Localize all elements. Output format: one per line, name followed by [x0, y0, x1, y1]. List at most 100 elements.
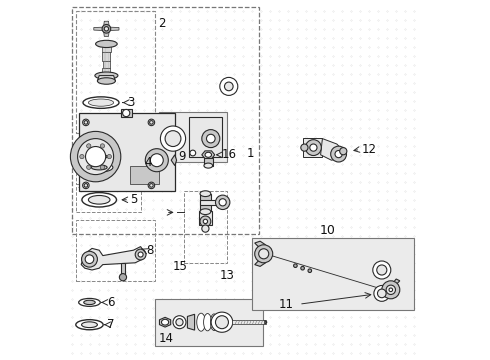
- Circle shape: [83, 182, 89, 189]
- Ellipse shape: [86, 152, 113, 161]
- Bar: [199, 211, 212, 225]
- Circle shape: [120, 274, 126, 281]
- Circle shape: [100, 144, 104, 148]
- Circle shape: [259, 249, 269, 259]
- Circle shape: [77, 139, 114, 175]
- Polygon shape: [103, 21, 109, 27]
- Circle shape: [206, 134, 215, 143]
- Ellipse shape: [88, 195, 110, 204]
- Polygon shape: [202, 151, 215, 159]
- Circle shape: [203, 219, 208, 224]
- Circle shape: [122, 109, 130, 117]
- Circle shape: [87, 165, 91, 170]
- Text: 16: 16: [222, 148, 237, 161]
- Ellipse shape: [176, 319, 183, 326]
- Polygon shape: [187, 314, 195, 330]
- Text: 11: 11: [278, 298, 293, 311]
- Ellipse shape: [160, 126, 186, 151]
- Text: 9: 9: [178, 150, 186, 163]
- Ellipse shape: [91, 154, 107, 159]
- Ellipse shape: [210, 314, 218, 330]
- Ellipse shape: [216, 316, 228, 329]
- Ellipse shape: [220, 77, 238, 95]
- Bar: [102, 45, 111, 52]
- Circle shape: [83, 119, 89, 126]
- Bar: [76, 140, 141, 184]
- Ellipse shape: [76, 320, 103, 330]
- Circle shape: [216, 195, 230, 210]
- Circle shape: [149, 184, 153, 187]
- Text: 6: 6: [107, 296, 114, 309]
- Circle shape: [85, 255, 94, 264]
- Ellipse shape: [83, 97, 119, 108]
- Text: 14: 14: [159, 332, 173, 345]
- Bar: [200, 200, 223, 205]
- Ellipse shape: [79, 298, 100, 306]
- Ellipse shape: [200, 209, 211, 215]
- Ellipse shape: [197, 313, 205, 331]
- Ellipse shape: [84, 300, 95, 305]
- Text: 12: 12: [362, 143, 377, 156]
- Text: 1: 1: [247, 147, 254, 159]
- Circle shape: [308, 269, 312, 273]
- Ellipse shape: [217, 314, 224, 330]
- Circle shape: [301, 266, 304, 270]
- Circle shape: [148, 182, 155, 189]
- Circle shape: [305, 140, 321, 156]
- Bar: [76, 187, 141, 212]
- Circle shape: [382, 281, 400, 299]
- Ellipse shape: [81, 322, 98, 328]
- Circle shape: [219, 199, 226, 206]
- Ellipse shape: [211, 312, 233, 332]
- Bar: [76, 11, 155, 133]
- Circle shape: [377, 265, 387, 275]
- Bar: [303, 138, 322, 157]
- Circle shape: [150, 154, 163, 167]
- Ellipse shape: [200, 191, 211, 197]
- Bar: [159, 112, 227, 162]
- Bar: [121, 109, 132, 117]
- Polygon shape: [81, 247, 144, 270]
- Circle shape: [135, 249, 146, 260]
- Circle shape: [190, 150, 196, 156]
- Bar: [103, 61, 110, 68]
- Circle shape: [389, 288, 392, 292]
- Circle shape: [200, 216, 211, 227]
- Circle shape: [84, 121, 88, 124]
- Polygon shape: [103, 31, 109, 36]
- Text: 10: 10: [320, 224, 336, 237]
- Circle shape: [331, 146, 346, 162]
- Bar: [189, 117, 221, 157]
- Circle shape: [301, 144, 308, 151]
- Ellipse shape: [224, 82, 233, 91]
- Ellipse shape: [82, 193, 117, 207]
- Polygon shape: [392, 279, 400, 284]
- Circle shape: [102, 24, 111, 33]
- Ellipse shape: [91, 165, 107, 170]
- Circle shape: [107, 154, 111, 159]
- Ellipse shape: [173, 316, 186, 329]
- Polygon shape: [255, 259, 266, 266]
- Polygon shape: [98, 76, 116, 81]
- Circle shape: [145, 149, 169, 172]
- Ellipse shape: [205, 152, 212, 157]
- Bar: [184, 191, 227, 263]
- Circle shape: [373, 261, 391, 279]
- Bar: [72, 7, 259, 234]
- Ellipse shape: [96, 40, 117, 48]
- Text: 7: 7: [107, 318, 114, 331]
- Ellipse shape: [204, 314, 212, 331]
- Circle shape: [202, 225, 209, 232]
- Polygon shape: [94, 27, 103, 31]
- Polygon shape: [171, 155, 176, 166]
- Ellipse shape: [88, 99, 114, 106]
- Circle shape: [148, 119, 155, 126]
- Text: 15: 15: [173, 260, 188, 273]
- Ellipse shape: [204, 163, 213, 168]
- Circle shape: [138, 252, 143, 257]
- Circle shape: [386, 285, 395, 294]
- Circle shape: [294, 264, 297, 267]
- Ellipse shape: [95, 72, 118, 79]
- Polygon shape: [320, 139, 344, 160]
- Text: 4: 4: [144, 156, 152, 168]
